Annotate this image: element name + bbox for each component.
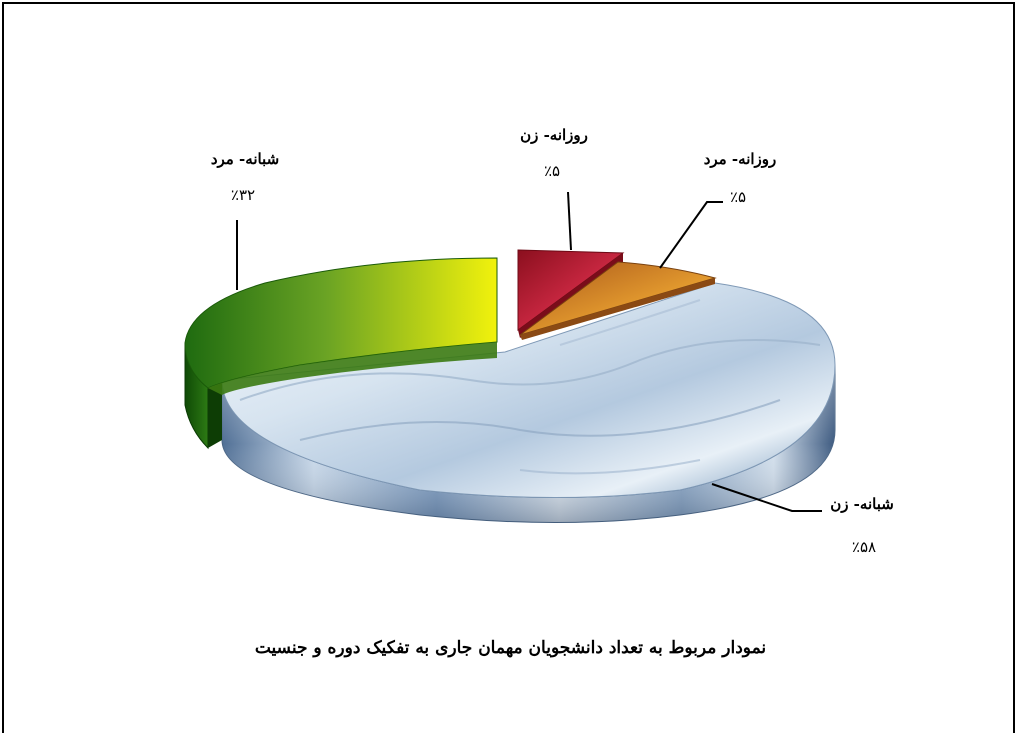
value-night-male: ٪۳۲ bbox=[230, 186, 256, 204]
leader-night-female bbox=[711, 483, 822, 512]
slice-night-male bbox=[184, 257, 498, 450]
value-night-female: ٪۵۸ bbox=[851, 538, 877, 556]
chart-title: نمودار مربوط به تعداد دانشجویان مهمان جا… bbox=[254, 638, 767, 658]
slice-day-male bbox=[519, 261, 717, 340]
leader-day-female bbox=[567, 191, 572, 251]
label-day-female: روزانه- زن bbox=[520, 126, 588, 144]
label-day-male: روزانه- مرد bbox=[703, 150, 777, 168]
label-night-male: شبانه- مرد bbox=[210, 150, 280, 168]
label-night-female: شبانه- زن bbox=[830, 495, 894, 513]
value-day-female: ٪۵ bbox=[543, 162, 561, 180]
value-day-male: ٪۵ bbox=[729, 188, 747, 206]
leader-day-male bbox=[659, 201, 723, 269]
slice-night-female bbox=[221, 282, 836, 523]
